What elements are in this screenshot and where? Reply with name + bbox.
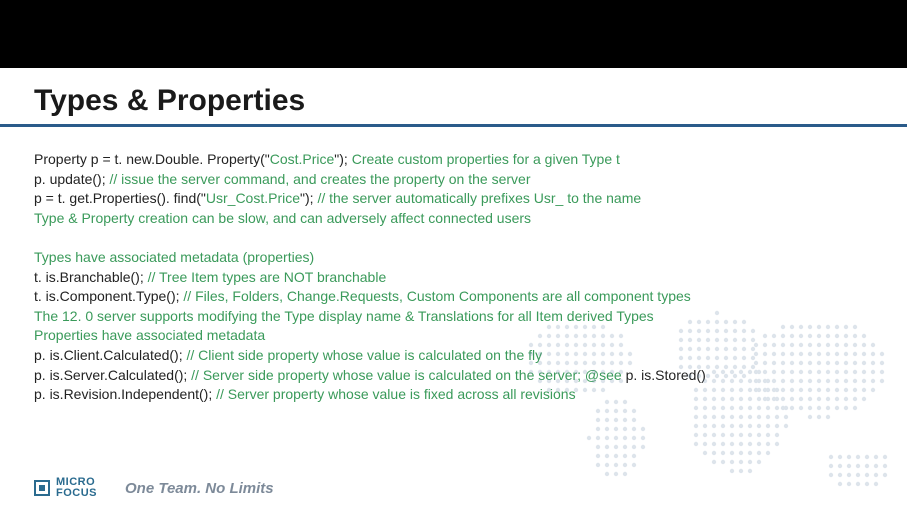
text-segment: // Server property whose value is fixed …: [216, 386, 575, 402]
content-line: [34, 228, 874, 248]
text-segment: p. is.Stored(): [626, 367, 706, 383]
text-segment: Type & Property creation can be slow, an…: [34, 210, 531, 226]
logo-line2: FOCUS: [56, 488, 97, 499]
content-line: Types have associated metadata (properti…: [34, 248, 874, 268]
tagline: One Team. No Limits: [125, 480, 274, 497]
text-segment: Types have associated metadata (properti…: [34, 249, 314, 265]
text-segment: p = t. get.Properties(). find(": [34, 190, 206, 206]
content-line: t. is.Branchable(); // Tree Item types a…: [34, 268, 874, 288]
footer: MICRO FOCUS One Team. No Limits: [34, 477, 274, 499]
text-segment: p. is.Client.Calculated();: [34, 347, 187, 363]
content-line: p. is.Revision.Independent(); // Server …: [34, 385, 874, 405]
slide-title: Types & Properties: [34, 84, 305, 118]
text-segment: p. update();: [34, 171, 110, 187]
text-segment: // Client side property whose value is c…: [187, 347, 543, 363]
top-black-bar: [0, 0, 907, 68]
text-segment: // Server side property whose value is c…: [191, 367, 625, 383]
content-line: p. update(); // issue the server command…: [34, 170, 874, 190]
text-segment: Cost.Price: [270, 151, 335, 167]
text-segment: ");: [300, 190, 317, 206]
content-line: Type & Property creation can be slow, an…: [34, 209, 874, 229]
logo-text: MICRO FOCUS: [56, 477, 97, 499]
text-segment: Create custom properties for a given Typ…: [352, 151, 620, 167]
logo-icon: [34, 480, 50, 496]
content-line: Properties have associated metadata: [34, 326, 874, 346]
text-segment: // Files, Folders, Change.Requests, Cust…: [183, 288, 690, 304]
text-segment: // Tree Item types are NOT branchable: [148, 269, 387, 285]
slide-body: Types & Properties Property p = t. new.D…: [0, 68, 907, 511]
text-segment: Properties have associated metadata: [34, 327, 265, 343]
content-line: p. is.Server.Calculated(); // Server sid…: [34, 366, 874, 386]
text-segment: p. is.Server.Calculated();: [34, 367, 191, 383]
content-line: Property p = t. new.Double. Property("Co…: [34, 150, 874, 170]
content-line: p. is.Client.Calculated(); // Client sid…: [34, 346, 874, 366]
content-block: Property p = t. new.Double. Property("Co…: [34, 150, 874, 405]
text-segment: t. is.Component.Type();: [34, 288, 183, 304]
logo: MICRO FOCUS: [34, 477, 97, 499]
content-line: The 12. 0 server supports modifying the …: [34, 307, 874, 327]
content-line: t. is.Component.Type(); // Files, Folder…: [34, 287, 874, 307]
text-segment: Property p = t. new.Double. Property(": [34, 151, 270, 167]
text-segment: t. is.Branchable();: [34, 269, 148, 285]
text-segment: p. is.Revision.Independent();: [34, 386, 216, 402]
content-line: p = t. get.Properties(). find("Usr_Cost.…: [34, 189, 874, 209]
text-segment: Usr_Cost.Price: [206, 190, 300, 206]
title-underline: [0, 124, 907, 127]
text-segment: // issue the server command, and creates…: [110, 171, 531, 187]
text-segment: ");: [334, 151, 351, 167]
text-segment: The 12. 0 server supports modifying the …: [34, 308, 654, 324]
text-segment: // the server automatically prefixes Usr…: [317, 190, 641, 206]
